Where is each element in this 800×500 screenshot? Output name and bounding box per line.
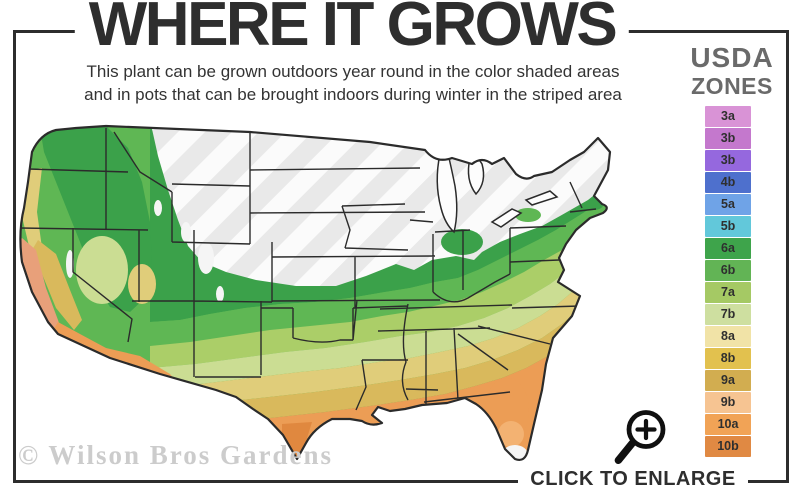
zone-chip-6b: 6b <box>705 260 751 281</box>
legend-title-zones: ZONES <box>691 73 773 99</box>
zone-chip-9b: 9b <box>705 392 751 413</box>
band-green-mid <box>150 132 610 346</box>
zone-chip-7a: 7a <box>705 282 751 303</box>
great-lakes <box>436 153 559 234</box>
nevada-yellow-patch <box>76 236 128 304</box>
zone-chip-10b: 10b <box>705 436 751 457</box>
legend-title-usda: USDA <box>690 42 774 73</box>
legend-title: USDA ZONES <box>676 44 788 98</box>
lower-michigan-green <box>441 229 483 255</box>
page-title: WHERE IT GROWS <box>74 0 630 59</box>
usa-zone-map[interactable] <box>10 112 670 472</box>
south-texas-orange <box>282 422 312 459</box>
zone-chip-7b: 7b <box>705 304 751 325</box>
south-florida-peach <box>498 421 524 447</box>
upstate-ny-green <box>515 208 541 222</box>
zone-list: 3a 3b 3b 4b 5a 5b 6a 6b 7a 7b 8a 8b 9a 9b 10a 10b <box>705 106 751 458</box>
band-yellow-green <box>150 167 610 368</box>
florida-tip-white <box>502 445 528 460</box>
zone-chip-3b: 3b <box>705 150 751 171</box>
zone-chip-8a: 8a <box>705 326 751 347</box>
magnifier-lens <box>626 410 666 449</box>
state-borders <box>20 128 597 411</box>
massachusetts-green <box>585 200 603 210</box>
zone-chip-5b: 5b <box>705 216 751 237</box>
magnifier-plus-icon[interactable] <box>612 404 680 472</box>
band-pale-green <box>150 200 610 388</box>
california-coast-salmon <box>20 238 62 332</box>
zone-chip-4b: 4b <box>705 172 751 193</box>
zone-chip-3b: 3b <box>705 128 751 149</box>
watermark: © Wilson Bros Gardens <box>18 440 333 470</box>
click-to-enlarge-button[interactable]: CLICK TO ENLARGE <box>518 466 748 493</box>
zone-chip-5a: 5a <box>705 194 751 215</box>
magnifier-plus <box>635 418 657 441</box>
lake-ontario <box>524 190 559 206</box>
subtitle: This plant can be grown outdoors year ro… <box>28 61 678 107</box>
us-outline <box>19 124 612 462</box>
zone-chip-3a: 3a <box>705 106 751 127</box>
california-valley-gold <box>32 240 82 330</box>
lake-michigan <box>436 153 458 234</box>
subtitle-line-1: This plant can be grown outdoors year ro… <box>86 62 620 81</box>
lake-erie <box>490 208 523 228</box>
subtitle-line-2: and in pots that can be brought indoors … <box>84 84 622 104</box>
utah-yellow-patch <box>128 264 156 304</box>
zone-chip-10a: 10a <box>705 414 751 435</box>
zone-chip-9a: 9a <box>705 370 751 391</box>
magnifier-handle <box>614 439 636 465</box>
zone-chip-6a: 6a <box>705 238 751 259</box>
zone-chip-8b: 8b <box>705 348 751 369</box>
